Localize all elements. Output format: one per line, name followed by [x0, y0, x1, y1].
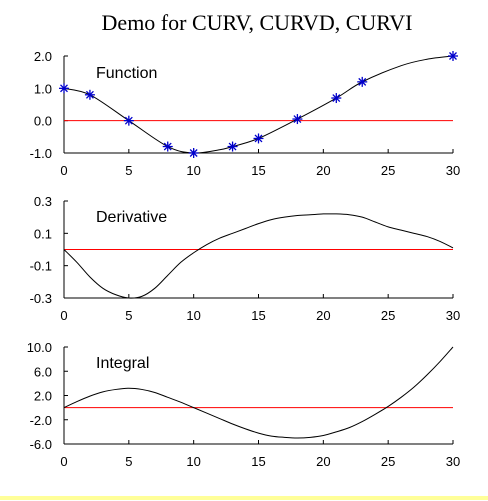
- x-tick-label: 30: [446, 454, 460, 469]
- data-point-marker: [331, 93, 342, 104]
- y-tick-label: -1.0: [30, 146, 52, 161]
- panel-integral: 0 5 10 15 20 25 30 -6.0 -2.0 2.0 6.0 10.0 Integral: [27, 340, 461, 469]
- x-tick-label: 20: [316, 163, 330, 178]
- data-point-marker: [227, 141, 238, 152]
- data-point-marker: [292, 114, 303, 125]
- y-tick-label: 2.0: [34, 49, 52, 64]
- x-tick-label: 15: [251, 163, 265, 178]
- y-tick-label: 2.0: [34, 389, 52, 404]
- series-line: [63, 346, 454, 439]
- x-tick-label: 30: [446, 308, 460, 323]
- x-tick-label: 0: [60, 454, 67, 469]
- chart-title: Demo for CURV, CURVD, CURVI: [102, 10, 413, 35]
- x-tick-label: 20: [316, 454, 330, 469]
- data-point-marker: [162, 141, 173, 152]
- series-line: [63, 55, 454, 154]
- data-point-marker: [357, 76, 368, 87]
- x-tick-label: 5: [125, 163, 132, 178]
- y-tick-label: -2.0: [30, 413, 52, 428]
- bottom-divider: [0, 496, 488, 500]
- x-tick-label: 15: [251, 308, 265, 323]
- panel-function: 0 5 10 15 20 25 30 -1.0 0.0 1.0 2.0 Function: [30, 49, 461, 178]
- panel-label: Integral: [96, 355, 149, 372]
- y-tick-label: -0.3: [30, 291, 52, 306]
- y-tick-label: 1.0: [34, 81, 52, 96]
- x-tick-label: 30: [446, 163, 460, 178]
- y-tick-label: 0.0: [34, 114, 52, 129]
- data-point-marker: [253, 133, 264, 144]
- panel-label: Derivative: [96, 209, 167, 226]
- data-point-marker: [123, 115, 134, 126]
- x-tick-label: 10: [186, 163, 200, 178]
- x-tick-label: 5: [125, 454, 132, 469]
- x-tick-label: 25: [381, 308, 395, 323]
- y-tick-label: 10.0: [27, 340, 52, 355]
- x-tick-label: 10: [186, 454, 200, 469]
- panel-derivative: 0 5 10 15 20 25 30 -0.3 -0.1 0.1 0.3 Derivative: [30, 194, 461, 323]
- x-tick-label: 20: [316, 308, 330, 323]
- data-point-marker: [448, 51, 458, 61]
- y-tick-label: 6.0: [34, 364, 52, 379]
- data-point-marker: [84, 89, 95, 100]
- y-tick-label: 0.1: [34, 226, 52, 241]
- series-line: [63, 213, 454, 299]
- y-tick-label: -0.1: [30, 259, 52, 274]
- data-point-marker: [188, 148, 199, 158]
- y-tick-label: 0.3: [34, 194, 52, 209]
- y-tick-label: -6.0: [30, 437, 52, 452]
- x-tick-label: 25: [381, 163, 395, 178]
- x-tick-label: 0: [60, 308, 67, 323]
- x-tick-label: 25: [381, 454, 395, 469]
- x-tick-label: 10: [186, 308, 200, 323]
- data-point-marker: [59, 83, 69, 94]
- x-tick-label: 0: [60, 163, 67, 178]
- panel-label: Function: [96, 65, 157, 82]
- x-tick-label: 15: [251, 454, 265, 469]
- x-tick-label: 5: [125, 308, 132, 323]
- chart-panels: 0 5 10 15 20 25 30 -1.0 0.0 1.0 2.0 Function 0 5 10 15 2…: [27, 49, 461, 469]
